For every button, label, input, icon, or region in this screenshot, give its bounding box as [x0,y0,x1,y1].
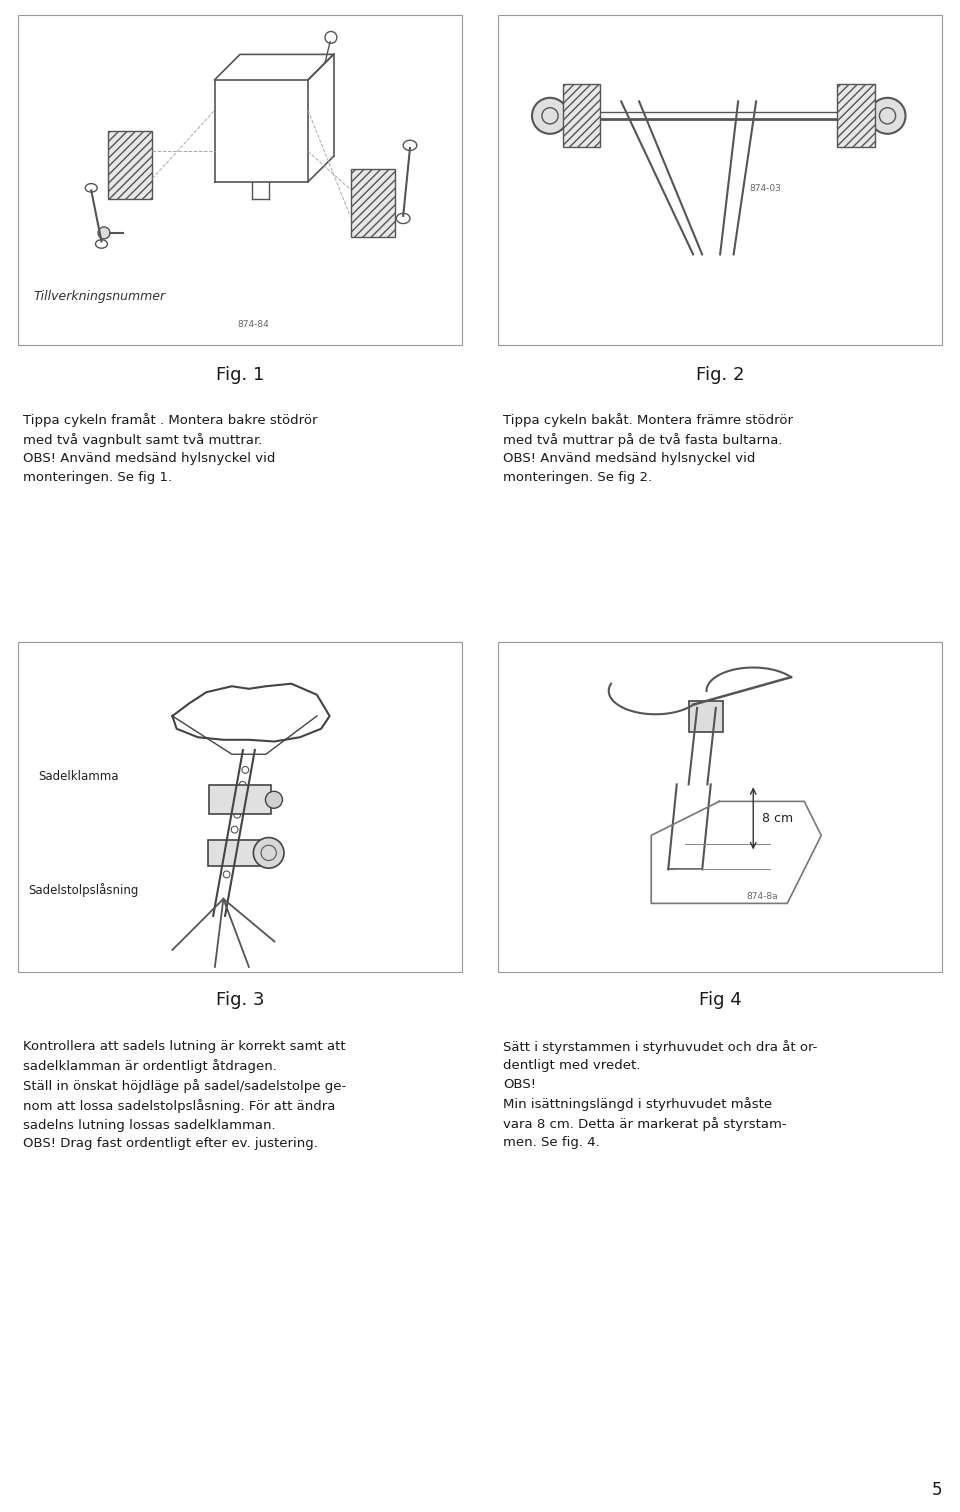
Bar [18,643,462,972]
Text: 5: 5 [931,1480,942,1498]
Text: Fig. 1: Fig. 1 [216,366,264,384]
Text: Kontrollera att sadels lutning är korrekt samt att
sadelklamman är ordentligt åt: Kontrollera att sadels lutning är korrek… [23,1040,347,1151]
Bar [563,85,600,147]
Text: Tippa cykeln bakåt. Montera främre stödrör
med två muttrar på de två fasta bulta: Tippa cykeln bakåt. Montera främre stödr… [503,413,793,484]
FancyBboxPatch shape [208,841,261,866]
Circle shape [253,838,284,868]
FancyBboxPatch shape [209,785,271,815]
Text: Sadelstolpslåsning: Sadelstolpslåsning [28,883,138,897]
Text: 874-8a: 874-8a [746,892,778,901]
Bar [689,702,724,732]
Text: Fig. 3: Fig. 3 [216,990,264,1009]
Bar [498,643,942,972]
Bar [350,169,395,237]
Bar [108,132,153,200]
Text: Fig. 2: Fig. 2 [696,366,744,384]
Text: Tippa cykeln framåt . Montera bakre stödrör
med två vagnbult samt två muttrar.
O: Tippa cykeln framåt . Montera bakre stöd… [23,413,318,484]
Circle shape [266,791,282,809]
Circle shape [870,98,905,133]
Text: 874-84: 874-84 [237,321,269,330]
Circle shape [532,98,568,133]
Bar [837,85,875,147]
Text: Fig 4: Fig 4 [699,990,741,1009]
Text: Sadelklamma: Sadelklamma [38,770,118,783]
Circle shape [98,227,110,239]
Bar [18,15,462,345]
Text: 874-03: 874-03 [749,184,781,194]
Text: Tillverkningsnummer: Tillverkningsnummer [33,290,165,302]
Bar [498,15,942,345]
Text: Sätt i styrstammen i styrhuvudet och dra åt or-
dentligt med vredet.
OBS!
Min is: Sätt i styrstammen i styrhuvudet och dra… [503,1040,817,1149]
Text: 8 cm: 8 cm [761,812,793,826]
